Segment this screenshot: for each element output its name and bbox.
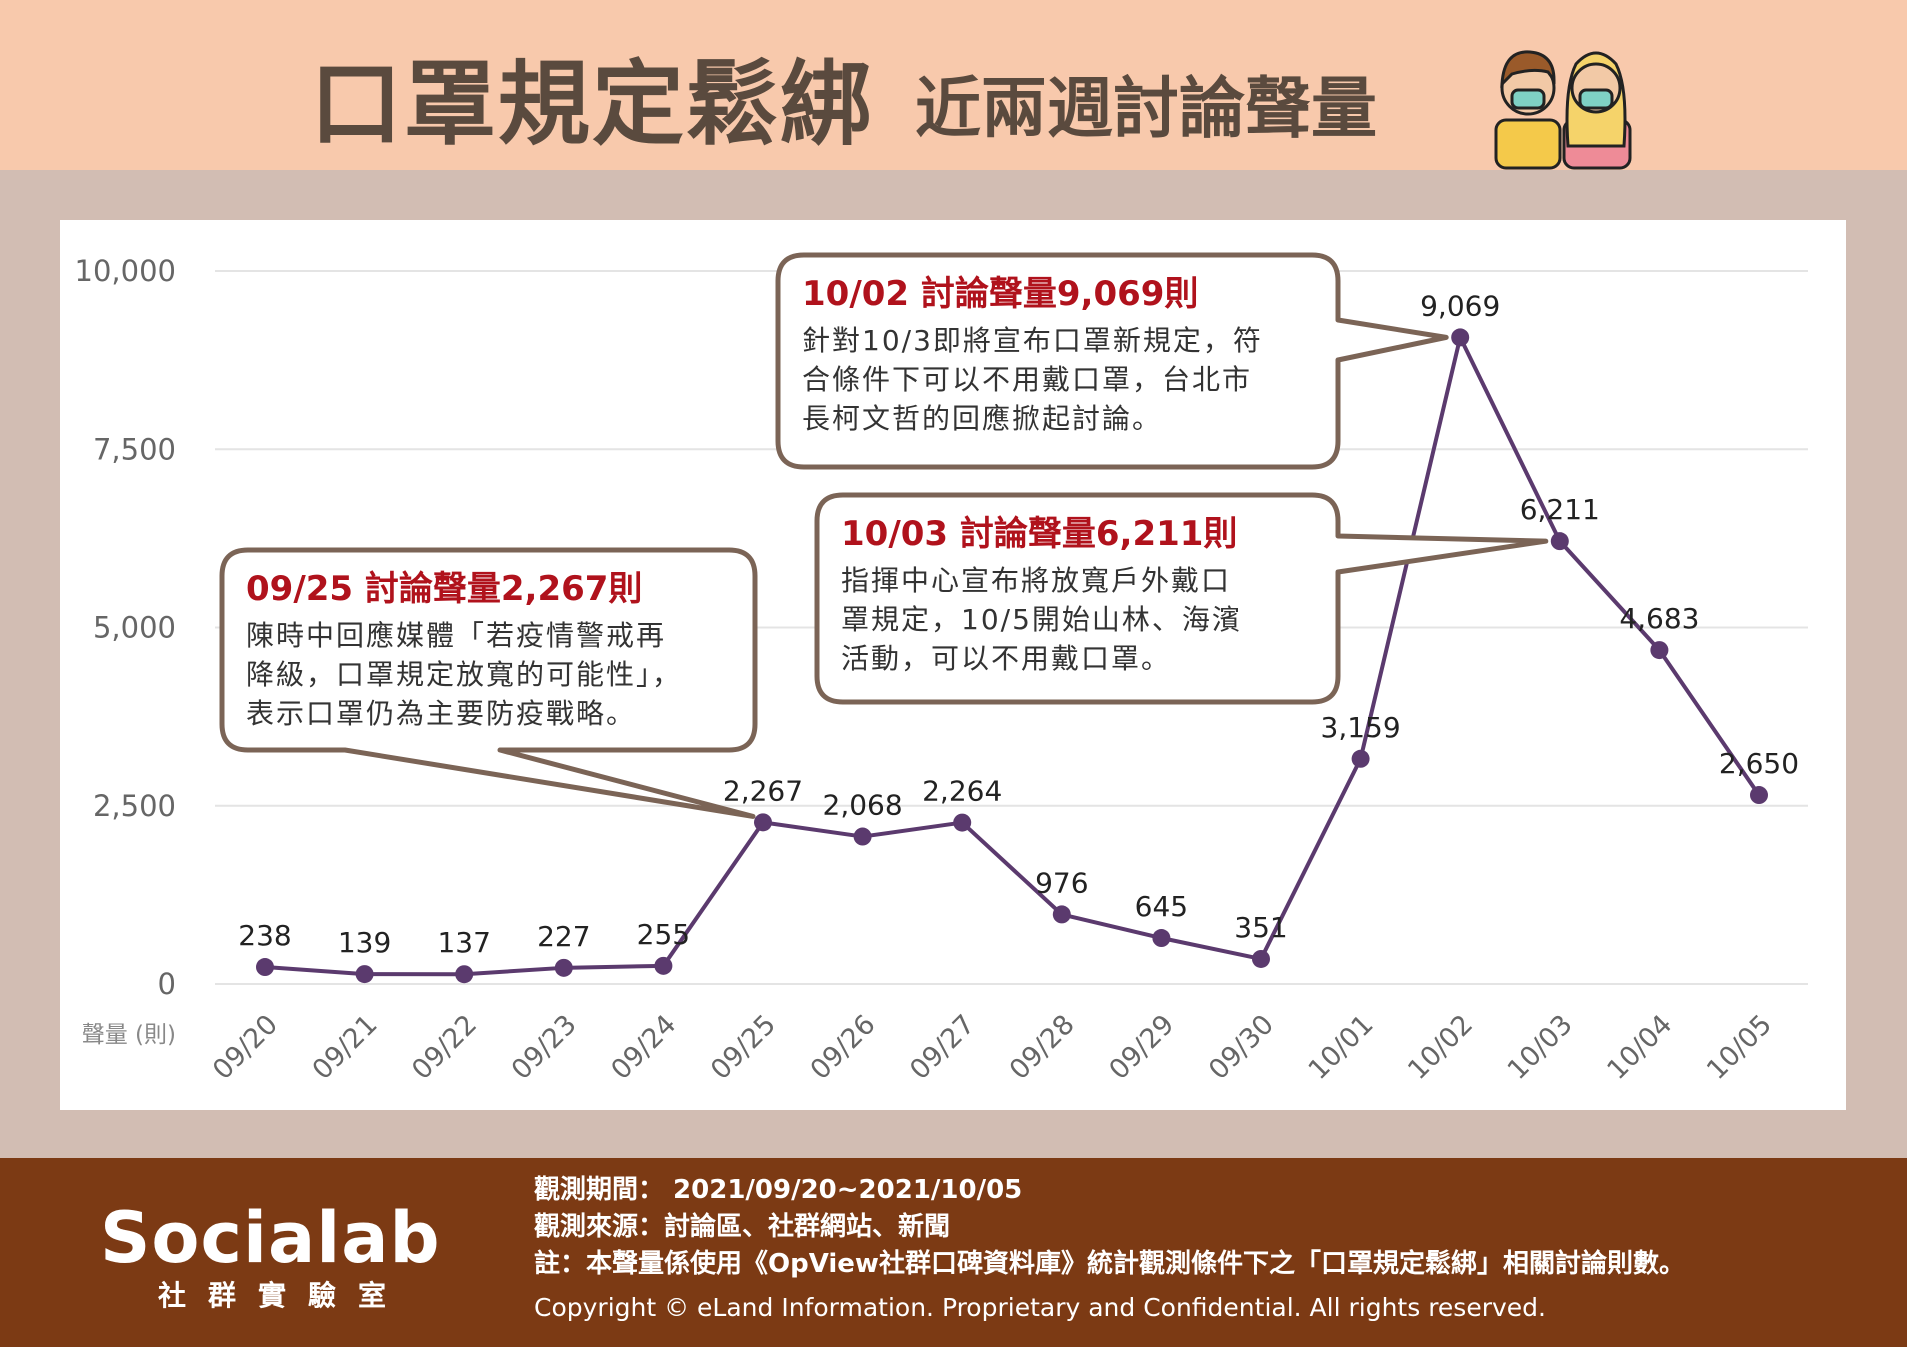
data-label: 2,650 [1719,747,1799,780]
data-label: 976 [1035,866,1088,899]
y-tick-label: 2,500 [93,789,176,823]
copyright: Copyright © eLand Information. Proprieta… [534,1293,1546,1322]
annotation-text: 長柯文哲的回應掀起討論。 [802,402,1162,435]
line-chart: 0 2,500 5,000 7,500 10,000 聲量 (則) 09/20 09/21 09… [75,252,1808,1086]
data-point [1351,749,1370,768]
annotation-title: 10/02 討論聲量9,069則 [802,274,1198,314]
annotation-callout [219,547,758,819]
observation-period: 觀測期間： 2021/09/20~2021/10/05 [534,1175,1023,1205]
annotation-callout [775,252,1449,470]
x-tick-label: 09/20 [207,1009,284,1086]
data-label: 4,683 [1619,602,1699,635]
data-label: 3,159 [1321,711,1401,744]
annotation-text: 罩規定，10/5開始山林、海濱 [841,603,1242,636]
data-label: 137 [437,926,490,959]
data-label: 645 [1135,890,1188,923]
data-point [1152,929,1171,948]
x-tick-label: 09/25 [705,1009,782,1086]
data-point [1252,949,1270,968]
data-point [754,813,772,832]
data-point [853,827,872,846]
data-point [953,813,972,832]
data-point [1052,905,1071,924]
data-label: 255 [637,918,690,951]
x-tick-label: 10/02 [1402,1009,1479,1086]
x-tick-label: 09/28 [1004,1009,1081,1086]
data-point [1550,532,1569,551]
x-tick-label: 09/21 [307,1009,384,1086]
x-tick-label: 09/22 [406,1009,483,1086]
data-label: 2,068 [823,789,903,822]
footer-bar [0,1158,1907,1347]
data-label: 139 [338,926,391,959]
annotation-title: 10/03 討論聲量6,211則 [841,514,1237,554]
data-point [554,958,573,977]
data-label: 351 [1234,911,1287,944]
x-tick-label: 10/05 [1701,1009,1778,1086]
footnote: 註：本聲量係使用《OpView社群口碑資料庫》統計觀測條件下之「口罩規定鬆綁」相… [534,1249,1685,1279]
annotation-text: 陳時中回應媒體「若疫情警戒再 [246,619,666,652]
annotation-text: 指揮中心宣布將放寬戶外戴口 [841,564,1231,597]
page-subtitle: 近兩週討論聲量 [915,70,1377,147]
annotation-text: 降級，口罩規定放寬的可能性」， [246,658,682,691]
data-label: 2,267 [723,774,803,807]
x-tick-label: 09/30 [1203,1009,1280,1086]
annotation-title: 09/25 討論聲量2,267則 [246,569,642,609]
data-label: 6,211 [1520,493,1600,526]
x-tick-label: 09/27 [904,1009,981,1086]
data-point [355,965,374,984]
y-tick-label: 5,000 [93,611,176,645]
x-tick-label: 09/23 [506,1009,583,1086]
x-tick-label: 09/29 [1103,1009,1180,1086]
series-line [264,335,1761,977]
data-point [1750,786,1768,805]
y-tick-label: 7,500 [93,432,176,466]
data-point [1650,641,1669,660]
socialab-logo: Socialab 社群實驗室 [100,1197,500,1317]
x-tick-label: 09/24 [605,1009,682,1086]
annotation-callout [814,492,1549,705]
annotation-text: 針對10/3即將宣布口罩新規定，符 [802,324,1263,357]
data-point [1451,328,1470,347]
page-title: 口罩規定鬆綁 [310,51,875,158]
y-tick-label: 0 [158,967,176,1001]
y-tick-label: 10,000 [75,254,176,288]
logo-subtitle: 社群實驗室 [158,1279,409,1312]
logo-text: Socialab [100,1197,441,1279]
x-tick-label: 10/01 [1303,1009,1380,1086]
data-point [455,965,474,984]
annotation-text: 表示口罩仍為主要防疫戰略。 [246,697,636,730]
data-label: 238 [238,919,291,952]
annotation-text: 合條件下可以不用戴口罩，台北市 [802,363,1252,396]
data-label: 2,264 [922,775,1002,808]
footer-info: 觀測期間： 2021/09/20~2021/10/05 觀測來源：討論區、社群網… [534,1172,1894,1326]
x-tick-label: 10/03 [1502,1009,1579,1086]
masked-people-icon [1494,50,1632,170]
data-label: 227 [537,920,590,953]
data-point [256,958,274,977]
data-label: 9,069 [1420,289,1500,322]
x-tick-label: 09/26 [805,1009,882,1086]
x-tick-label: 10/04 [1601,1009,1678,1086]
observation-source: 觀測來源：討論區、社群網站、新聞 [534,1212,951,1242]
annotation-text: 活動，可以不用戴口罩。 [841,642,1171,675]
y-axis-label: 聲量 (則) [82,1022,176,1048]
data-point [654,956,673,975]
